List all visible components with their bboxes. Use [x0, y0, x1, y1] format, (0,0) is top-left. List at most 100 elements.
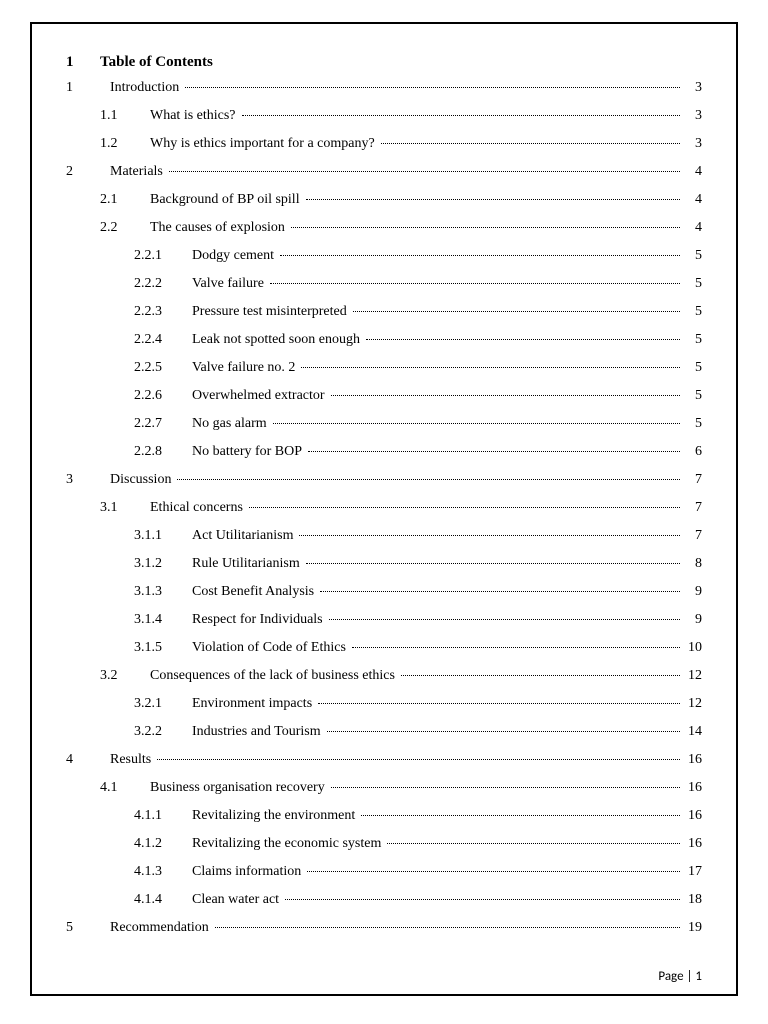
toc-entry-page: 19 [682, 921, 702, 935]
toc-entry: 4.1.4Clean water act18 [66, 893, 702, 907]
toc-entry-text: Results [110, 753, 155, 767]
toc-entry: 2.2.4Leak not spotted soon enough5 [66, 333, 702, 347]
toc-entry-text: Act Utilitarianism [192, 529, 297, 543]
toc-entry-page: 5 [682, 361, 702, 375]
toc-entry-text: Why is ethics important for a company? [150, 137, 379, 151]
toc-entry-number: 2.2 [100, 221, 150, 235]
toc-entry-page: 10 [682, 641, 702, 655]
toc-entry-text: Revitalizing the economic system [192, 837, 385, 851]
toc-entry-text: Background of BP oil spill [150, 193, 304, 207]
toc-entry-number: 2.2.7 [134, 417, 192, 431]
toc-entry-page: 14 [682, 725, 702, 739]
toc-entry-page: 5 [682, 249, 702, 263]
toc-entry-number: 2.1 [100, 193, 150, 207]
toc-dot-leader [242, 115, 680, 116]
toc-dot-leader [331, 395, 680, 396]
toc-entry-number: 2.2.5 [134, 361, 192, 375]
toc-entry: 3.1.4Respect for Individuals9 [66, 613, 702, 627]
toc-title-row: 1 Table of Contents [66, 54, 702, 71]
toc-entry: 4.1Business organisation recovery 16 [66, 781, 702, 795]
toc-entry-number: 3.1.1 [134, 529, 192, 543]
toc-entry-number: 1.1 [100, 109, 150, 123]
toc-entry-number: 4.1 [100, 781, 150, 795]
toc-entry: 1.1What is ethics?3 [66, 109, 702, 123]
toc-entry-text: No battery for BOP [192, 445, 306, 459]
toc-entry: 3.2.1Environment impacts12 [66, 697, 702, 711]
toc-entry-number: 4.1.1 [134, 809, 192, 823]
toc-dot-leader [273, 423, 680, 424]
toc-entry-page: 8 [682, 557, 702, 571]
toc-entry-number: 3 [66, 473, 110, 487]
toc-entry: 5Recommendation 19 [66, 921, 702, 935]
toc-entry-page: 7 [682, 501, 702, 515]
toc-entry-text: What is ethics? [150, 109, 240, 123]
toc-entry: 3.2Consequences of the lack of business … [66, 669, 702, 683]
toc-dot-leader [352, 647, 680, 648]
toc-entry-text: Claims information [192, 865, 305, 879]
toc-entry-text: Consequences of the lack of business eth… [150, 669, 399, 683]
toc-entry-page: 17 [682, 865, 702, 879]
toc-entry-number: 1 [66, 81, 110, 95]
toc-entry-page: 4 [682, 221, 702, 235]
toc-dot-leader [299, 535, 680, 536]
toc-entry-number: 2.2.3 [134, 305, 192, 319]
toc-entry: 4.1.2Revitalizing the economic system16 [66, 837, 702, 851]
toc-entry-page: 5 [682, 417, 702, 431]
toc-entry-text: Recommendation [110, 921, 213, 935]
toc-entry-number: 5 [66, 921, 110, 935]
toc-entry-page: 4 [682, 193, 702, 207]
toc-entry: 4Results16 [66, 753, 702, 767]
toc-entry-number: 3.1.4 [134, 613, 192, 627]
toc-entry-number: 3.1.2 [134, 557, 192, 571]
toc-entry-number: 4.1.3 [134, 865, 192, 879]
toc-entry-number: 4.1.2 [134, 837, 192, 851]
toc-entry-text: Cost Benefit Analysis [192, 585, 318, 599]
toc-dot-leader [215, 927, 680, 928]
toc-entry-page: 3 [682, 137, 702, 151]
toc-entry-text: Leak not spotted soon enough [192, 333, 364, 347]
toc-entry-page: 9 [682, 585, 702, 599]
toc-entry-page: 12 [682, 669, 702, 683]
toc-entry-page: 16 [682, 809, 702, 823]
toc-entry-number: 2.2.1 [134, 249, 192, 263]
toc-entry-page: 18 [682, 893, 702, 907]
toc-entry-text: Industries and Tourism [192, 725, 325, 739]
toc-dot-leader [320, 591, 680, 592]
toc-entry: 2.2.8No battery for BOP6 [66, 445, 702, 459]
toc-entry: 2Materials4 [66, 165, 702, 179]
page-frame: 1 Table of Contents 1Introduction31.1Wha… [30, 22, 738, 996]
toc-dot-leader [401, 675, 680, 676]
toc-dot-leader [318, 703, 680, 704]
toc-dot-leader [331, 787, 680, 788]
toc-entry: 2.2.7No gas alarm5 [66, 417, 702, 431]
toc-entry-number: 2.2.8 [134, 445, 192, 459]
toc-dot-leader [381, 143, 680, 144]
toc-entry-number: 3.1.5 [134, 641, 192, 655]
toc-entry-page: 5 [682, 389, 702, 403]
toc-entry: 1Introduction 3 [66, 81, 702, 95]
toc-entry-page: 12 [682, 697, 702, 711]
toc-entry-number: 3.1 [100, 501, 150, 515]
toc-entry: 4.1.1Revitalizing the environment16 [66, 809, 702, 823]
toc-dot-leader [169, 171, 680, 172]
toc-entry-text: Ethical concerns [150, 501, 247, 515]
toc-entry-number: 3.2.1 [134, 697, 192, 711]
toc-entry-page: 5 [682, 277, 702, 291]
toc-dot-leader [270, 283, 680, 284]
toc-entry-page: 16 [682, 781, 702, 795]
toc-entry-number: 2 [66, 165, 110, 179]
toc-dot-leader [387, 843, 680, 844]
toc-entry-page: 3 [682, 81, 702, 95]
toc-body: 1Introduction31.1What is ethics?31.2Why … [66, 81, 702, 935]
toc-entry: 2.2.2Valve failure5 [66, 277, 702, 291]
toc-entry-page: 7 [682, 529, 702, 543]
toc-dot-leader [157, 759, 680, 760]
toc-entry: 2.2.3Pressure test misinterpreted5 [66, 305, 702, 319]
toc-entry-text: Introduction [110, 81, 183, 95]
toc-dot-leader [185, 87, 680, 88]
toc-entry: 3.2.2Industries and Tourism14 [66, 725, 702, 739]
toc-entry-text: Business organisation recovery [150, 781, 329, 795]
toc-entry-page: 7 [682, 473, 702, 487]
toc-entry-text: Dodgy cement [192, 249, 278, 263]
toc-title-number: 1 [66, 54, 100, 71]
